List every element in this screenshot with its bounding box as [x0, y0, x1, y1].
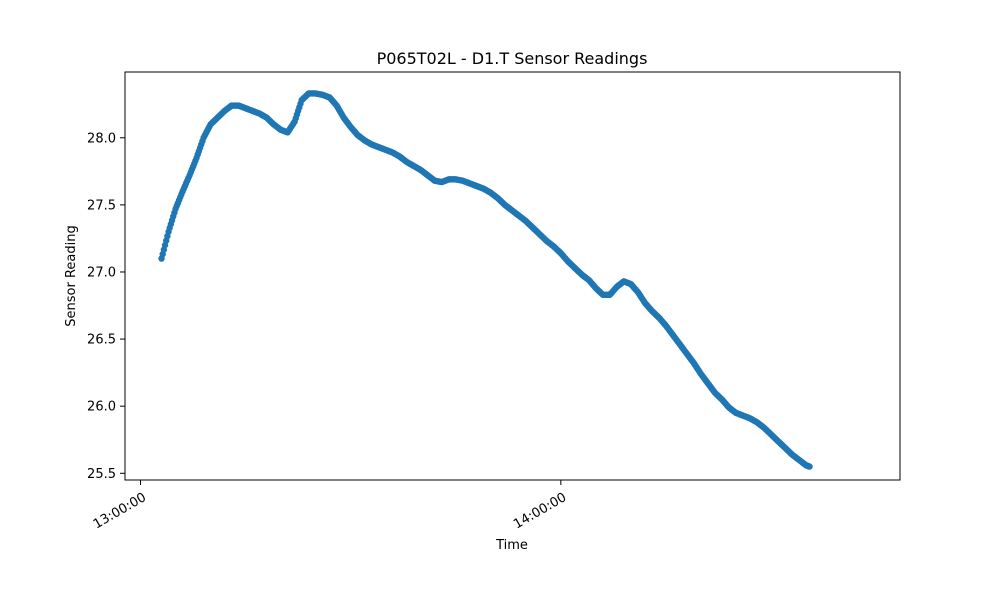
y-tick-label: 27.5	[87, 198, 116, 213]
x-tick-label: 14:00:00	[511, 490, 569, 532]
data-marks	[158, 90, 813, 470]
y-axis-label: Sensor Reading	[64, 225, 79, 326]
y-tick-label: 25.5	[87, 467, 116, 482]
chart-title: P065T02L - D1.T Sensor Readings	[377, 49, 648, 68]
y-tick-label: 26.0	[87, 400, 116, 415]
y-tick-label: 27.0	[87, 265, 116, 280]
y-tick-label: 26.5	[87, 333, 116, 348]
x-tick-label: 13:00:00	[91, 490, 149, 532]
data-point	[806, 463, 813, 470]
x-axis-label: Time	[495, 538, 528, 553]
y-tick-label: 28.0	[87, 131, 116, 146]
x-axis: 13:00:00 14:00:00	[91, 480, 569, 532]
plot-frame	[124, 71, 901, 481]
y-axis: 25.5 26.0 26.5 27.0 27.5 28.0	[87, 131, 125, 482]
